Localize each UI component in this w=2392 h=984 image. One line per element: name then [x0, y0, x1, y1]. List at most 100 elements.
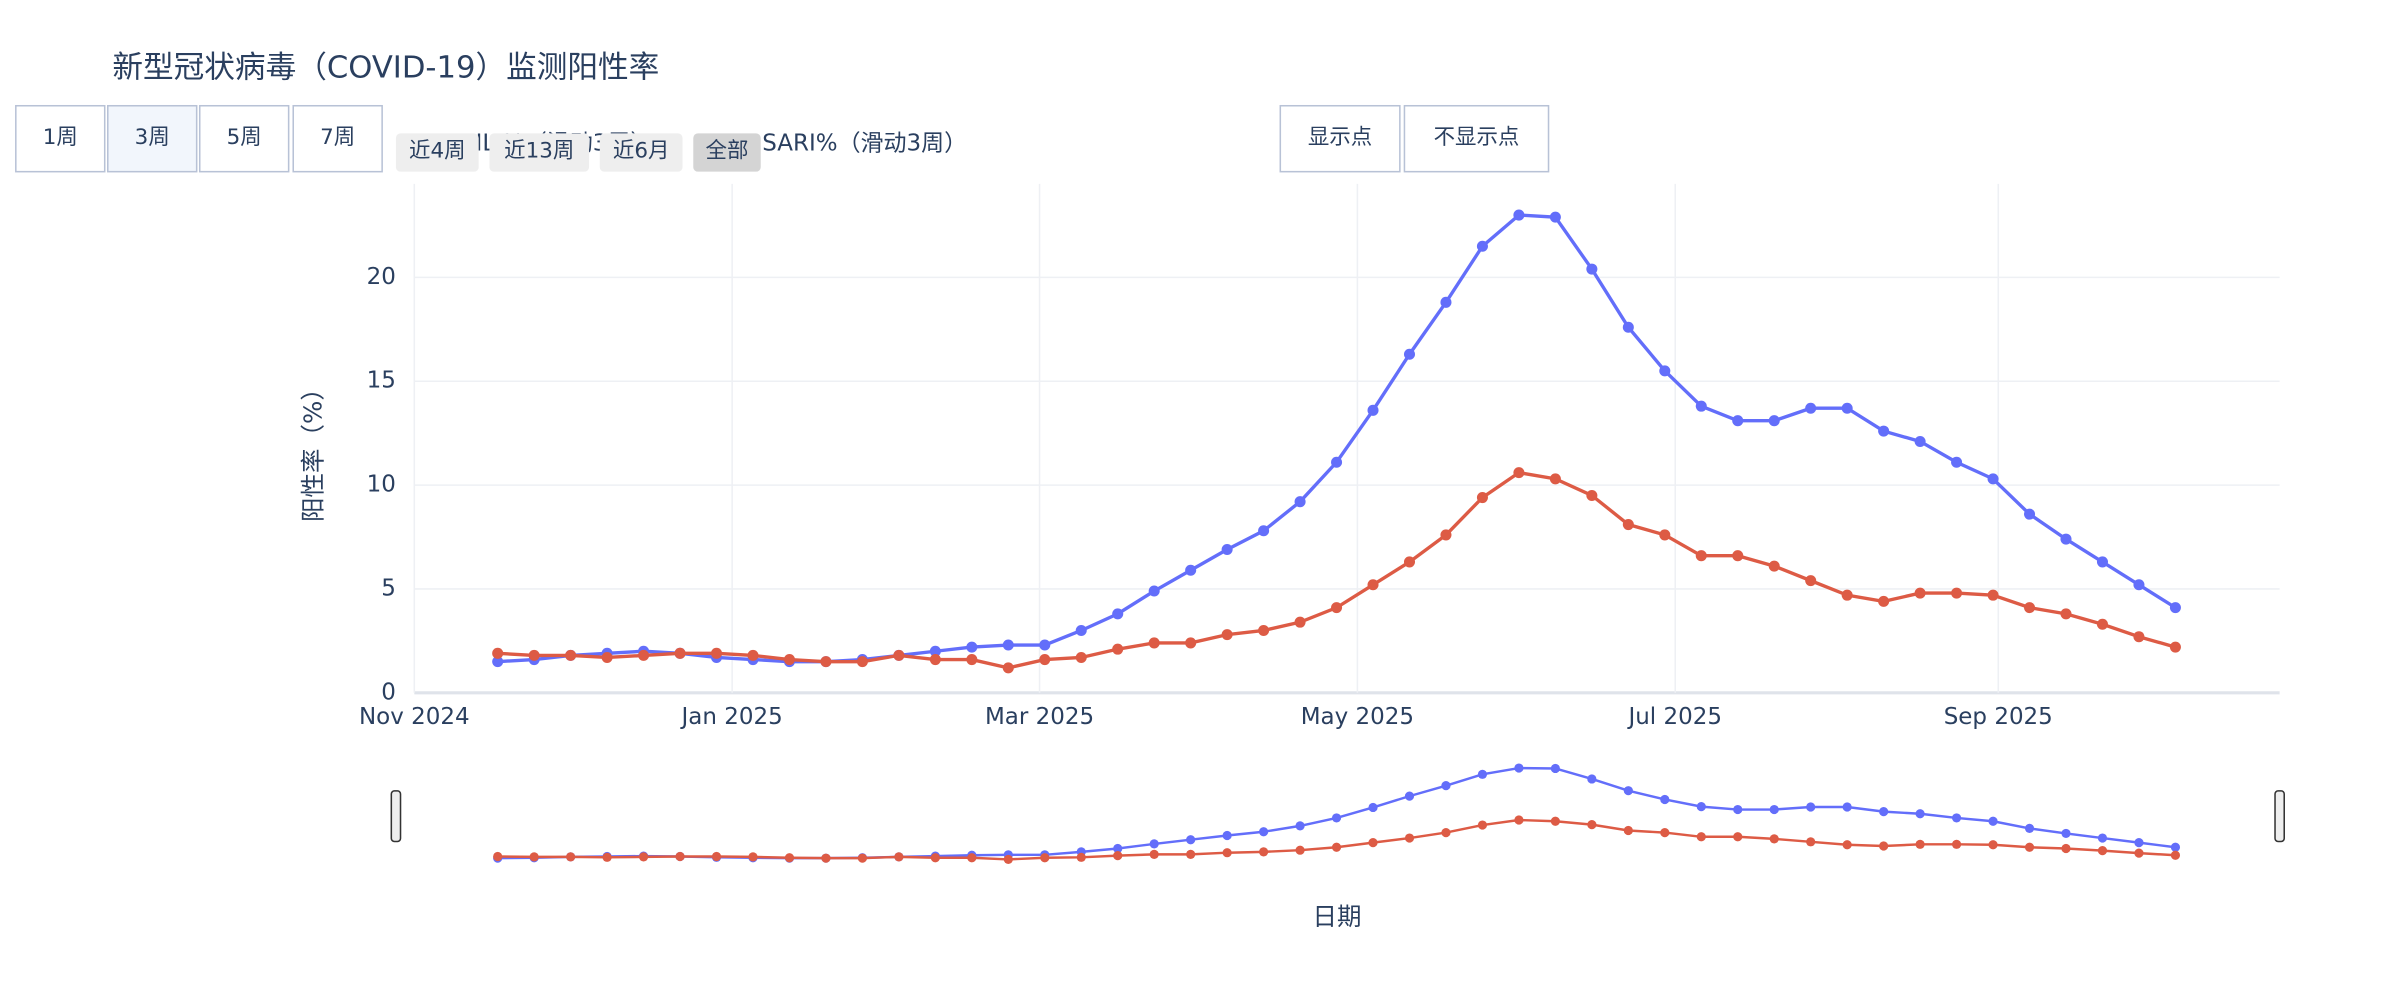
legend-label[interactable]: SARI%（滑动3周） — [762, 131, 967, 157]
slider-marker — [1113, 851, 1123, 861]
marker — [1659, 365, 1671, 377]
week-button[interactable] — [292, 104, 383, 173]
slider-marker — [1368, 802, 1378, 813]
slider-line — [497, 818, 2176, 861]
marker — [1185, 564, 1197, 576]
slider-marker — [1076, 852, 1086, 862]
y-tick-label: 10 — [367, 472, 396, 498]
marker — [1075, 651, 1087, 663]
week-button-label[interactable]: 7周 — [320, 125, 355, 150]
week-button[interactable] — [198, 104, 290, 173]
marker — [1987, 473, 1999, 485]
line — [497, 470, 2176, 670]
marker — [2060, 533, 2072, 545]
slider-marker — [821, 853, 831, 863]
points-button-label[interactable]: 不显示点 — [1434, 125, 1520, 150]
slider-marker — [2170, 850, 2181, 860]
range-button-label[interactable]: 近6月 — [613, 139, 670, 164]
marker — [1185, 637, 1197, 649]
range-button-label[interactable]: 近4周 — [409, 139, 466, 164]
slider-marker — [1587, 774, 1597, 784]
marker — [1221, 543, 1233, 555]
marker — [2060, 608, 2072, 620]
marker — [783, 654, 795, 666]
slider-marker — [1404, 833, 1415, 843]
marker — [2133, 579, 2145, 591]
week-button[interactable] — [107, 104, 198, 173]
marker — [1805, 575, 1817, 587]
slider-marker — [1113, 843, 1123, 854]
marker — [638, 649, 650, 661]
marker — [929, 654, 941, 666]
slider-marker — [529, 852, 539, 862]
marker — [1914, 587, 1926, 599]
week-button-label[interactable]: 5周 — [227, 125, 262, 150]
slider-marker — [784, 853, 795, 863]
slider-marker — [1477, 820, 1488, 830]
week-button-label[interactable]: 1周 — [43, 125, 78, 150]
slider-marker — [1441, 827, 1451, 838]
marker — [1403, 556, 1416, 568]
slider-marker — [1222, 848, 1232, 858]
marker — [492, 656, 504, 668]
y-tick-label: 0 — [381, 679, 396, 705]
marker — [2169, 641, 2181, 653]
marker — [1732, 415, 1744, 427]
range-button-label[interactable]: 全部 — [706, 139, 749, 164]
range-button[interactable] — [489, 133, 590, 172]
slider-marker — [1003, 854, 1013, 865]
slider-handle[interactable] — [390, 790, 402, 843]
slider-marker — [2170, 842, 2181, 852]
points-button-label[interactable]: 显示点 — [1308, 125, 1372, 150]
slider-marker — [1404, 791, 1415, 801]
slider-marker — [1550, 763, 1560, 774]
slider-marker — [2024, 823, 2035, 833]
week-button-label[interactable]: 3周 — [135, 125, 170, 150]
x-tick-label: Nov 2024 — [359, 704, 470, 730]
slider-marker — [1806, 802, 1816, 812]
marker — [1039, 654, 1051, 666]
marker — [1768, 560, 1780, 572]
slider-marker — [1587, 820, 1597, 830]
marker — [1878, 595, 1890, 607]
marker — [1294, 496, 1306, 508]
slider-marker — [638, 852, 649, 862]
range-button-label[interactable]: 近13周 — [504, 139, 574, 164]
plot: 0 5 10 15 20 Nov 2024 Jan 2025 Mar 2025 May 2025… — [359, 183, 2285, 865]
marker — [2133, 631, 2145, 643]
points-button[interactable] — [1279, 104, 1401, 173]
range-button[interactable] — [599, 133, 683, 172]
points-button[interactable] — [1403, 104, 1550, 173]
x-tick-label: Sep 2025 — [1944, 704, 2053, 730]
marker — [1039, 639, 1051, 651]
marker — [492, 647, 504, 659]
marker — [966, 641, 978, 653]
slider-marker — [711, 851, 722, 862]
slider-marker — [930, 853, 940, 863]
marker — [1805, 402, 1817, 414]
marker — [929, 645, 941, 657]
marker — [1914, 435, 1926, 447]
marker — [1148, 585, 1160, 597]
slider-marker — [1259, 827, 1269, 837]
y-tick-label: 20 — [367, 264, 396, 290]
marker — [1513, 209, 1525, 221]
slider-marker — [1879, 807, 1889, 817]
slider-marker — [602, 852, 612, 862]
marker — [1549, 211, 1561, 223]
slider-handle[interactable] — [2274, 790, 2285, 843]
range-button[interactable] — [693, 133, 761, 172]
slider-marker — [1331, 842, 1342, 852]
slider-marker — [1331, 813, 1342, 823]
marker — [528, 649, 540, 661]
range-button[interactable] — [395, 133, 479, 172]
x-tick-label: Mar 2025 — [985, 704, 1094, 730]
slider-marker — [1295, 821, 1305, 831]
slider-marker — [1149, 849, 1159, 859]
slider-marker — [1222, 830, 1232, 841]
marker — [1148, 637, 1160, 649]
marker — [1476, 240, 1488, 252]
week-button[interactable] — [15, 104, 106, 173]
